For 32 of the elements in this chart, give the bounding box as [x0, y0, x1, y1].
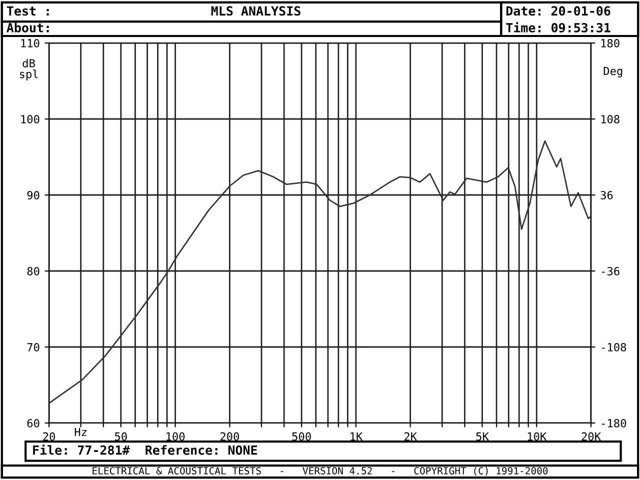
y2-tick-label: 108: [601, 115, 620, 124]
y-axis-title: dB spl: [20, 58, 38, 80]
text: Time: 09:53:31: [506, 22, 610, 32]
y-tick-label: 90: [27, 191, 40, 200]
chart-title: MLS ANALYSIS: [211, 6, 300, 16]
text: Test :: [6, 6, 49, 16]
x-tick-label: 2K: [404, 432, 417, 441]
x-tick-label: 10K: [528, 432, 547, 441]
x-tick-label: 20: [43, 432, 55, 441]
x-tick-label: 20K: [582, 432, 601, 441]
y-tick-label: 110: [21, 39, 40, 48]
y2-tick-label: 36: [600, 191, 613, 200]
y-tick-label: 60: [27, 419, 40, 428]
text: File: 77-281# Reference: NONE: [33, 444, 257, 455]
y2-tick-label: -108: [602, 343, 626, 352]
text: About:: [6, 22, 49, 32]
y2-tick-label: 180: [601, 39, 620, 48]
y-tick-label: 70: [27, 343, 40, 352]
x-tick-label: 50: [114, 432, 127, 441]
y-tick-label: 100: [21, 115, 40, 124]
x-axis-title: Hz: [74, 428, 86, 436]
y2-axis-title: Deg: [604, 66, 622, 78]
text: ELECTRICAL & ACOUSTICAL TESTS - VERSION 4.52 - COPYRIGHT (C) 1991-2000: [92, 466, 548, 476]
y-tick-label: 80: [27, 267, 40, 276]
x-tick-label: 100: [166, 432, 185, 441]
y2-tick-label: -180: [602, 419, 626, 428]
x-tick-label: 5K: [476, 432, 489, 441]
y2-tick-label: -36: [602, 267, 620, 276]
x-tick-label: 500: [292, 432, 311, 441]
x-tick-label: 1K: [350, 432, 363, 441]
text: Date: 20-01-06: [506, 6, 610, 16]
x-tick-label: 200: [220, 432, 239, 441]
